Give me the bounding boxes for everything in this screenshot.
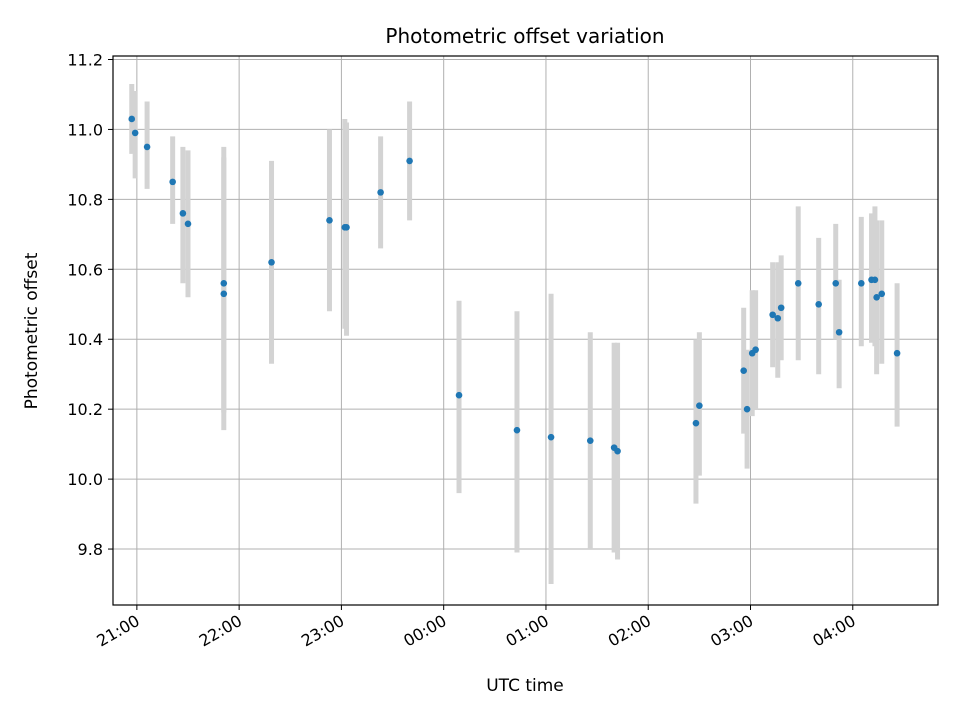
data-point <box>871 276 879 284</box>
data-point <box>131 129 139 137</box>
y-tick-label: 10.6 <box>67 260 103 279</box>
y-tick-label: 9.8 <box>78 540 103 559</box>
data-point <box>184 220 192 228</box>
data-point <box>179 210 187 217</box>
data-point <box>835 328 843 336</box>
data-point <box>769 311 776 319</box>
data-point <box>696 402 703 409</box>
data-point <box>455 391 463 399</box>
data-point <box>794 279 802 287</box>
data-point <box>377 189 384 196</box>
x-axis-title: UTC time <box>486 676 564 696</box>
data-point <box>832 279 840 287</box>
y-axis: 9.8 10.0 10.2 10.4 10.6 10.8 11.0 11.2 <box>67 50 113 559</box>
data-point <box>893 349 901 357</box>
y-tick-label: 10.4 <box>67 330 103 349</box>
data-point <box>586 437 594 444</box>
y-axis-title: Photometric offset <box>22 252 42 409</box>
plot-frame <box>112 55 939 606</box>
data-point <box>743 405 751 413</box>
data-point <box>857 279 865 287</box>
chart-title: Photometric offset variation <box>385 24 664 48</box>
data-point <box>692 419 700 427</box>
data-point <box>220 279 228 287</box>
data-point <box>547 433 555 441</box>
data-point <box>220 290 228 298</box>
data-point <box>326 217 333 224</box>
data-points <box>128 115 901 455</box>
data-point <box>343 224 350 231</box>
data-point <box>268 259 275 266</box>
data-point <box>777 304 785 312</box>
data-point <box>873 293 880 301</box>
data-point <box>513 426 521 434</box>
y-tick-label: 10.0 <box>67 470 103 489</box>
y-tick-label: 11.0 <box>67 120 103 139</box>
data-point <box>774 314 782 322</box>
data-point <box>740 367 747 375</box>
data-point <box>815 300 822 308</box>
y-tick-label: 10.8 <box>67 190 103 209</box>
y-tick-label: 11.2 <box>67 50 103 69</box>
data-point <box>752 346 759 354</box>
data-point <box>128 115 136 123</box>
data-point <box>406 157 413 165</box>
data-point <box>143 143 151 151</box>
y-tick-label: 10.2 <box>67 400 103 419</box>
data-point <box>169 178 176 186</box>
data-point <box>878 290 886 298</box>
data-point <box>614 447 621 455</box>
